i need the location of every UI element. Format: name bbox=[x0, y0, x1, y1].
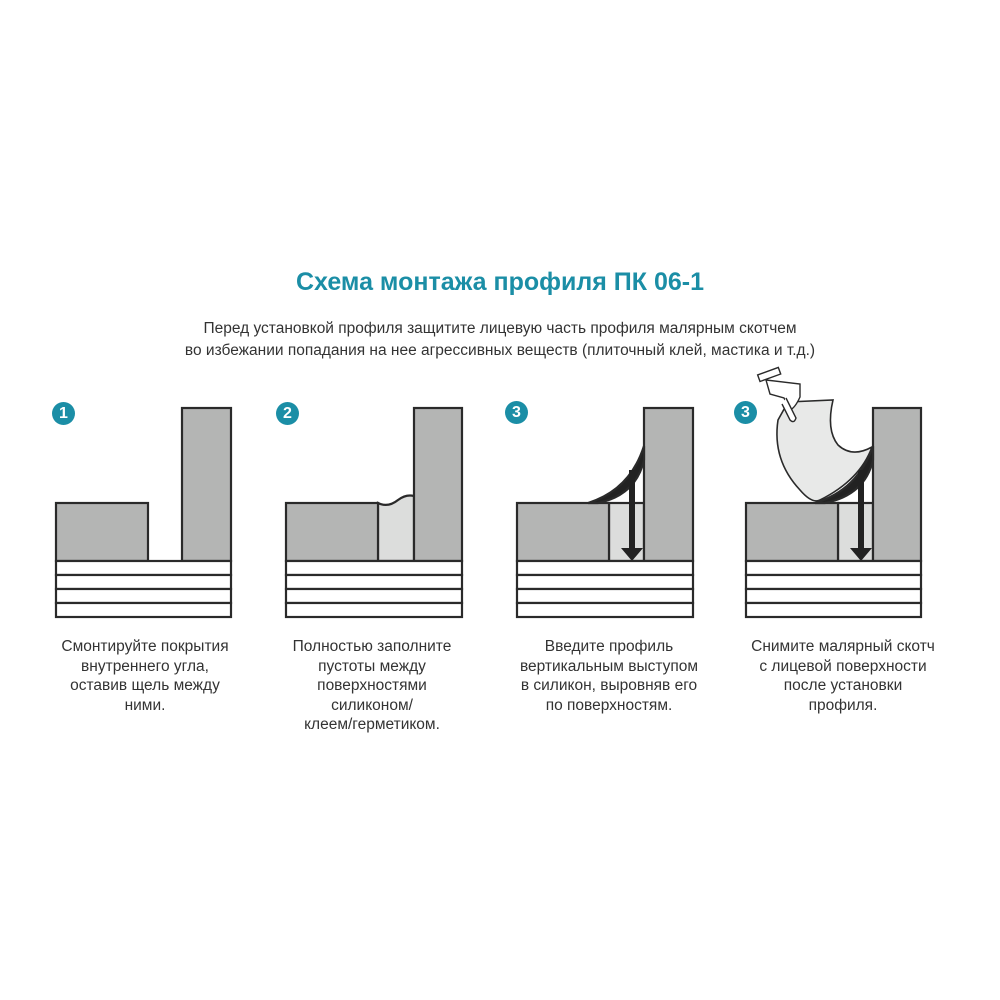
floor-tile-block bbox=[54, 501, 150, 563]
floor-tile-block bbox=[515, 501, 611, 563]
caption-line: пустоты между bbox=[318, 657, 426, 675]
floor-tile-block bbox=[284, 501, 380, 563]
step-3-drawing bbox=[515, 406, 695, 619]
step-1-badge: 1 bbox=[52, 402, 75, 425]
step-2-badge: 2 bbox=[276, 402, 299, 425]
wall-tile-block bbox=[180, 406, 233, 563]
subtitle-line-1: Перед установкой профиля защитите лицеву… bbox=[203, 320, 797, 337]
caption-line: в силикон, выровняв его bbox=[520, 677, 698, 694]
step-2-drawing bbox=[284, 406, 464, 619]
step-4-caption: Снимите малярный скотч с лицевой поверхн… bbox=[733, 637, 953, 715]
step-4-drawing bbox=[744, 366, 923, 619]
floor-tile-block bbox=[744, 501, 840, 563]
caption-line: силиконом/ bbox=[331, 696, 413, 714]
down-arrow-icon bbox=[850, 470, 872, 561]
caption-line: по поверхностям. bbox=[545, 696, 673, 714]
wall-tile-block bbox=[871, 406, 923, 563]
base-layers bbox=[515, 559, 695, 619]
caption-line: Введите профиль bbox=[544, 638, 674, 655]
sealant-fill bbox=[376, 494, 416, 563]
diagram-title: Схема монтажа профиля ПК 06-1 bbox=[296, 268, 704, 296]
profile-flange bbox=[587, 445, 646, 505]
step-1-caption: Смонтируйте покрытия внутреннего угла, о… bbox=[35, 637, 255, 715]
step-3-badge: 3 bbox=[505, 401, 528, 424]
caption-line: поверхностями bbox=[317, 677, 427, 694]
caption-line: после установки bbox=[783, 677, 903, 694]
caption-line: клеем/герметиком. bbox=[304, 716, 440, 733]
step-2-caption: Полностью заполните пустоты между поверх… bbox=[262, 637, 482, 735]
wall-tile-block bbox=[412, 406, 464, 563]
caption-line: вертикальным выступом bbox=[519, 657, 699, 675]
caption-line: Смонтируйте покрытия bbox=[61, 638, 229, 655]
hand-icon bbox=[756, 366, 801, 423]
caption-line: Снимите малярный скотч bbox=[751, 638, 935, 655]
caption-line: профиля. bbox=[808, 696, 878, 714]
caption-line: оставив щель между bbox=[70, 677, 220, 694]
wall-tile-block bbox=[642, 406, 695, 563]
caption-line: Полностью заполните bbox=[292, 638, 452, 655]
masking-tape-peel bbox=[776, 399, 874, 502]
step-3-caption: Введите профиль вертикальным выступом в … bbox=[499, 637, 719, 715]
subtitle-line-2: во избежании попадания на нее агрессивны… bbox=[184, 342, 816, 359]
base-layers bbox=[54, 559, 233, 619]
base-layers bbox=[284, 559, 464, 619]
down-arrow-icon bbox=[621, 470, 643, 561]
caption-line: ними. bbox=[124, 696, 166, 714]
caption-line: с лицевой поверхности bbox=[759, 657, 927, 675]
step-4-badge: 3 bbox=[734, 401, 757, 424]
base-layers bbox=[744, 559, 923, 619]
caption-line: внутреннего угла, bbox=[81, 657, 209, 675]
step-1-drawing bbox=[54, 406, 233, 619]
